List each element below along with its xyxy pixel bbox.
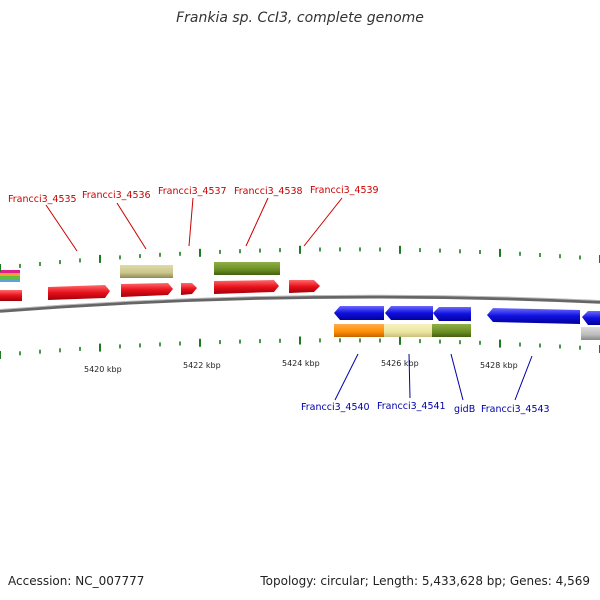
gene-label-francci3-4538[interactable]: Francci3_4538 xyxy=(234,186,303,197)
genome-summary: Topology: circular; Length: 5,433,628 bp… xyxy=(260,574,590,588)
genome-backbone xyxy=(0,294,600,313)
gene-arrow-francci3-4541[interactable] xyxy=(385,306,433,320)
callout-line-francci3-4543 xyxy=(514,355,533,401)
feature-bar-olive-lower xyxy=(432,324,471,337)
reverse-callouts xyxy=(334,353,533,401)
gene-arrow-gidb[interactable] xyxy=(433,307,471,321)
lower-tick-track xyxy=(0,336,600,359)
upper-tick-track xyxy=(0,245,600,272)
map-title: Frankia sp. CcI3, complete genome xyxy=(176,10,424,26)
scale-label-5422: 5422 kbp xyxy=(183,361,221,370)
gene-label-francci3-4539[interactable]: Francci3_4539 xyxy=(310,185,379,196)
gene-label-francci3-4541[interactable]: Francci3_4541 xyxy=(377,401,446,412)
genome-backbone-highlight xyxy=(0,294,600,310)
scale-label-5420: 5420 kbp xyxy=(84,365,122,374)
callout-line-gidb xyxy=(450,353,464,401)
gene-fragment-red xyxy=(0,290,22,301)
feature-fragment-magenta xyxy=(0,270,20,273)
gene-label-francci3-4540[interactable]: Francci3_4540 xyxy=(301,402,370,413)
gene-label-francci3-4535[interactable]: Francci3_4535 xyxy=(8,194,77,205)
callout-line-francci3-4539 xyxy=(303,197,343,247)
gene-arrow-francci3-4538[interactable] xyxy=(214,280,279,294)
gene-arrow-francci3-4535[interactable] xyxy=(48,285,110,300)
feature-bar-orange xyxy=(334,324,384,337)
scale-label-5424: 5424 kbp xyxy=(282,359,320,368)
gene-label-francci3-4536[interactable]: Francci3_4536 xyxy=(82,190,151,201)
gene-arrow-partial-right[interactable] xyxy=(582,311,600,325)
gene-arrow-francci3-4543[interactable] xyxy=(487,308,580,324)
accession-label: Accession: NC_007777 xyxy=(8,574,145,588)
feature-fragment-orange xyxy=(0,273,20,276)
feature-bar-olive xyxy=(214,262,280,275)
callout-line-francci3-4541 xyxy=(408,353,411,399)
scale-label-5426: 5426 kbp xyxy=(381,359,419,368)
feature-fragment-blue xyxy=(0,279,20,282)
feature-bar-grey xyxy=(581,327,600,340)
gene-arrow-francci3-4536[interactable] xyxy=(121,283,173,297)
gene-arrow-francci3-4537[interactable] xyxy=(181,283,197,295)
callout-line-francci3-4535 xyxy=(45,204,78,252)
gene-arrow-francci3-4539[interactable] xyxy=(289,280,320,293)
scale-label-5428: 5428 kbp xyxy=(480,361,518,370)
feature-fragment-green xyxy=(0,276,20,279)
forward-callouts xyxy=(45,197,343,252)
gene-label-francci3-4537[interactable]: Francci3_4537 xyxy=(158,186,227,197)
feature-bar-khaki xyxy=(120,265,173,278)
callout-line-francci3-4536 xyxy=(116,202,147,250)
gene-label-francci3-4543[interactable]: Francci3_4543 xyxy=(481,404,550,415)
feature-bar-yellow xyxy=(384,324,432,337)
callout-line-francci3-4538 xyxy=(245,197,269,247)
gene-label-gidb[interactable]: gidB xyxy=(454,404,475,415)
callout-line-francci3-4537 xyxy=(188,197,194,247)
gene-arrow-francci3-4540[interactable] xyxy=(334,306,384,320)
callout-line-francci3-4540 xyxy=(334,353,359,401)
